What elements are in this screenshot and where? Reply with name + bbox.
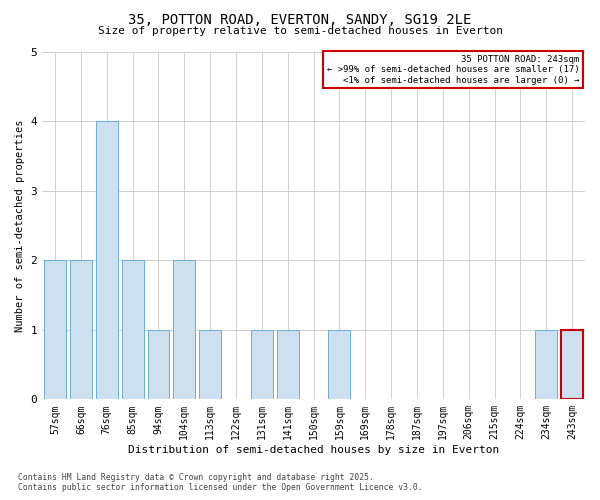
Bar (251, 330, 273, 400)
Bar (70, 260, 92, 400)
Bar (44, 260, 66, 400)
Bar (199, 330, 221, 400)
Text: 35 POTTON ROAD: 243sqm
← >99% of semi-detached houses are smaller (17)
<1% of se: 35 POTTON ROAD: 243sqm ← >99% of semi-de… (327, 55, 580, 85)
Text: Size of property relative to semi-detached houses in Everton: Size of property relative to semi-detach… (97, 26, 503, 36)
Text: 35, POTTON ROAD, EVERTON, SANDY, SG19 2LE: 35, POTTON ROAD, EVERTON, SANDY, SG19 2L… (128, 12, 472, 26)
Bar (535, 330, 557, 400)
Bar (561, 330, 583, 400)
Bar (96, 121, 118, 400)
Text: Contains HM Land Registry data © Crown copyright and database right 2025.
Contai: Contains HM Land Registry data © Crown c… (18, 473, 422, 492)
Bar (173, 260, 196, 400)
Bar (328, 330, 350, 400)
Bar (148, 330, 169, 400)
Bar (277, 330, 299, 400)
X-axis label: Distribution of semi-detached houses by size in Everton: Distribution of semi-detached houses by … (128, 445, 499, 455)
Y-axis label: Number of semi-detached properties: Number of semi-detached properties (15, 119, 25, 332)
Bar (122, 260, 143, 400)
